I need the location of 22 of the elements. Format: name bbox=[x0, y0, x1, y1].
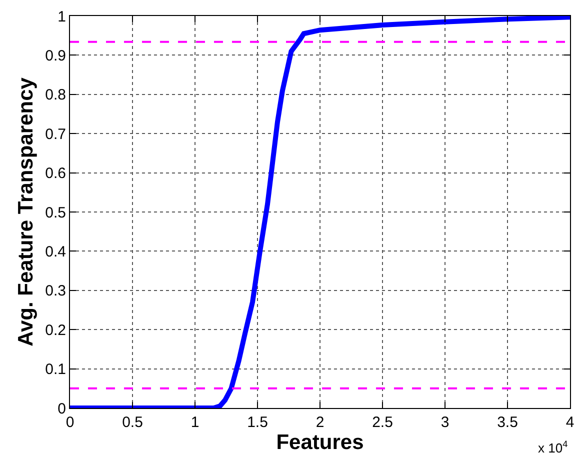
y-tick-label: 0.5 bbox=[45, 204, 66, 222]
y-tick-label: 0 bbox=[58, 400, 66, 418]
text: x 10$^{4}$ bbox=[538, 439, 568, 456]
y-tick-label: 0.1 bbox=[45, 361, 66, 378]
y-tick-label: 0.2 bbox=[45, 322, 66, 339]
x-tick-label: 3.5 bbox=[497, 414, 518, 431]
y-tick-label: 0.7 bbox=[45, 126, 66, 143]
x-tick-label: 3 bbox=[440, 414, 450, 431]
y-tick-label: 0.6 bbox=[45, 165, 66, 182]
x-tick-label: 1.5 bbox=[247, 414, 268, 431]
x-axis-title: Features bbox=[276, 431, 364, 454]
y-tick-label: 0.4 bbox=[45, 243, 66, 260]
y-tick-label: 0.9 bbox=[45, 47, 66, 64]
x-tick-label: 2 bbox=[316, 414, 324, 431]
y-tick-label: 0.3 bbox=[45, 282, 66, 300]
x-tick-label: 4 bbox=[566, 414, 574, 431]
x-tick-label: 0.5 bbox=[122, 414, 143, 431]
x-tick-label: 1 bbox=[190, 414, 200, 431]
x-tick-label: 2.5 bbox=[372, 414, 393, 431]
y-tick-label: 1 bbox=[58, 8, 66, 26]
y-axis-title: Avg. Feature Transparency bbox=[14, 77, 38, 346]
y-tick-label: 0.8 bbox=[45, 86, 66, 104]
